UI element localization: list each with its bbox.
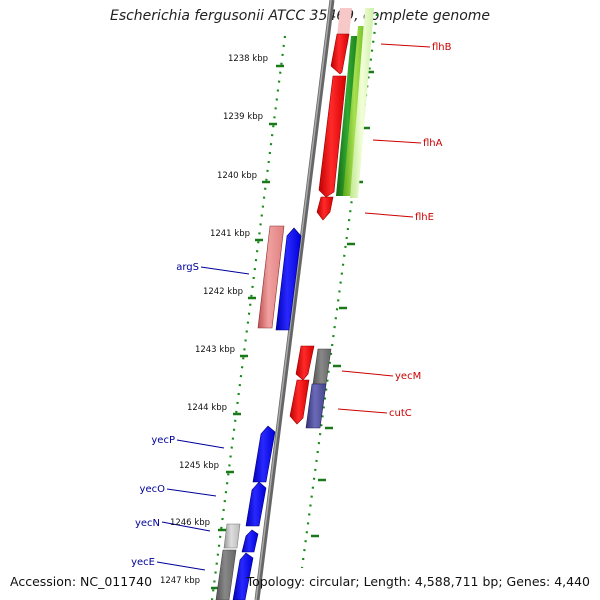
gene-yeco <box>245 481 267 527</box>
kbp-labels: 1238 kbp 1239 kbp 1240 kbp 1241 kbp 1242… <box>160 54 268 586</box>
gene-yece-gray <box>215 549 237 600</box>
label-leaders <box>156 43 431 571</box>
gene-label-yeco: yecO <box>140 484 166 495</box>
gene-yecm-gray <box>312 348 332 385</box>
gene-yecm <box>295 345 315 381</box>
gene-label-flhb: flhB <box>432 42 452 53</box>
gene-label-flha: flhA <box>423 138 443 149</box>
gene-yecp <box>252 425 276 483</box>
genome-backbone <box>254 0 335 600</box>
kbp-tick-marks <box>211 64 284 590</box>
gene-label-yecm: yecM <box>395 371 421 382</box>
kbp-label: 1238 kbp <box>228 54 268 64</box>
gene-flhe <box>316 196 334 221</box>
kbp-label: 1241 kbp <box>210 229 250 239</box>
reverse-gene-labels: argS yecP yecO yecN yecE <box>131 262 199 568</box>
kbp-label: 1243 kbp <box>195 345 235 355</box>
map-title: Escherichia fergusonii ATCC 35469, compl… <box>109 8 491 24</box>
forward-genes <box>289 8 374 429</box>
kbp-label: 1242 kbp <box>203 287 243 297</box>
gene-cutc-slate <box>305 383 327 429</box>
kbp-label: 1247 kbp <box>160 576 200 586</box>
gene-flha <box>318 75 347 198</box>
gene-yecn-lightgray <box>223 523 241 549</box>
gene-yecn <box>241 529 259 553</box>
kbp-label: 1244 kbp <box>187 403 227 413</box>
outer-dotted-ring-right <box>300 13 379 569</box>
reverse-genes <box>215 225 302 600</box>
gene-yece <box>232 552 254 600</box>
gene-label-yecn: yecN <box>135 518 160 529</box>
gene-label-cutc: cutC <box>389 408 412 419</box>
forward-gene-labels: flhB flhA flhE yecM cutC <box>389 42 452 419</box>
gene-label-yecp: yecP <box>151 435 175 446</box>
kbp-label: 1246 kbp <box>170 518 210 528</box>
gene-args <box>275 227 302 331</box>
accession-text: Accession: NC_011740 <box>10 574 153 589</box>
kbp-label: 1245 kbp <box>179 461 219 471</box>
gene-flhb <box>330 33 350 75</box>
gene-label-yece: yecE <box>131 557 155 568</box>
gene-args-salmon <box>257 225 285 329</box>
kbp-label: 1239 kbp <box>223 112 263 122</box>
gene-cutc <box>289 379 310 425</box>
gene-light-green <box>350 8 374 198</box>
kbp-label: 1240 kbp <box>217 171 257 181</box>
gene-label-args: argS <box>176 262 199 273</box>
gene-label-flhe: flhE <box>415 212 434 223</box>
topology-text: Topology: circular; Length: 4,588,711 bp… <box>246 574 590 589</box>
gene-dark-green <box>336 36 359 196</box>
